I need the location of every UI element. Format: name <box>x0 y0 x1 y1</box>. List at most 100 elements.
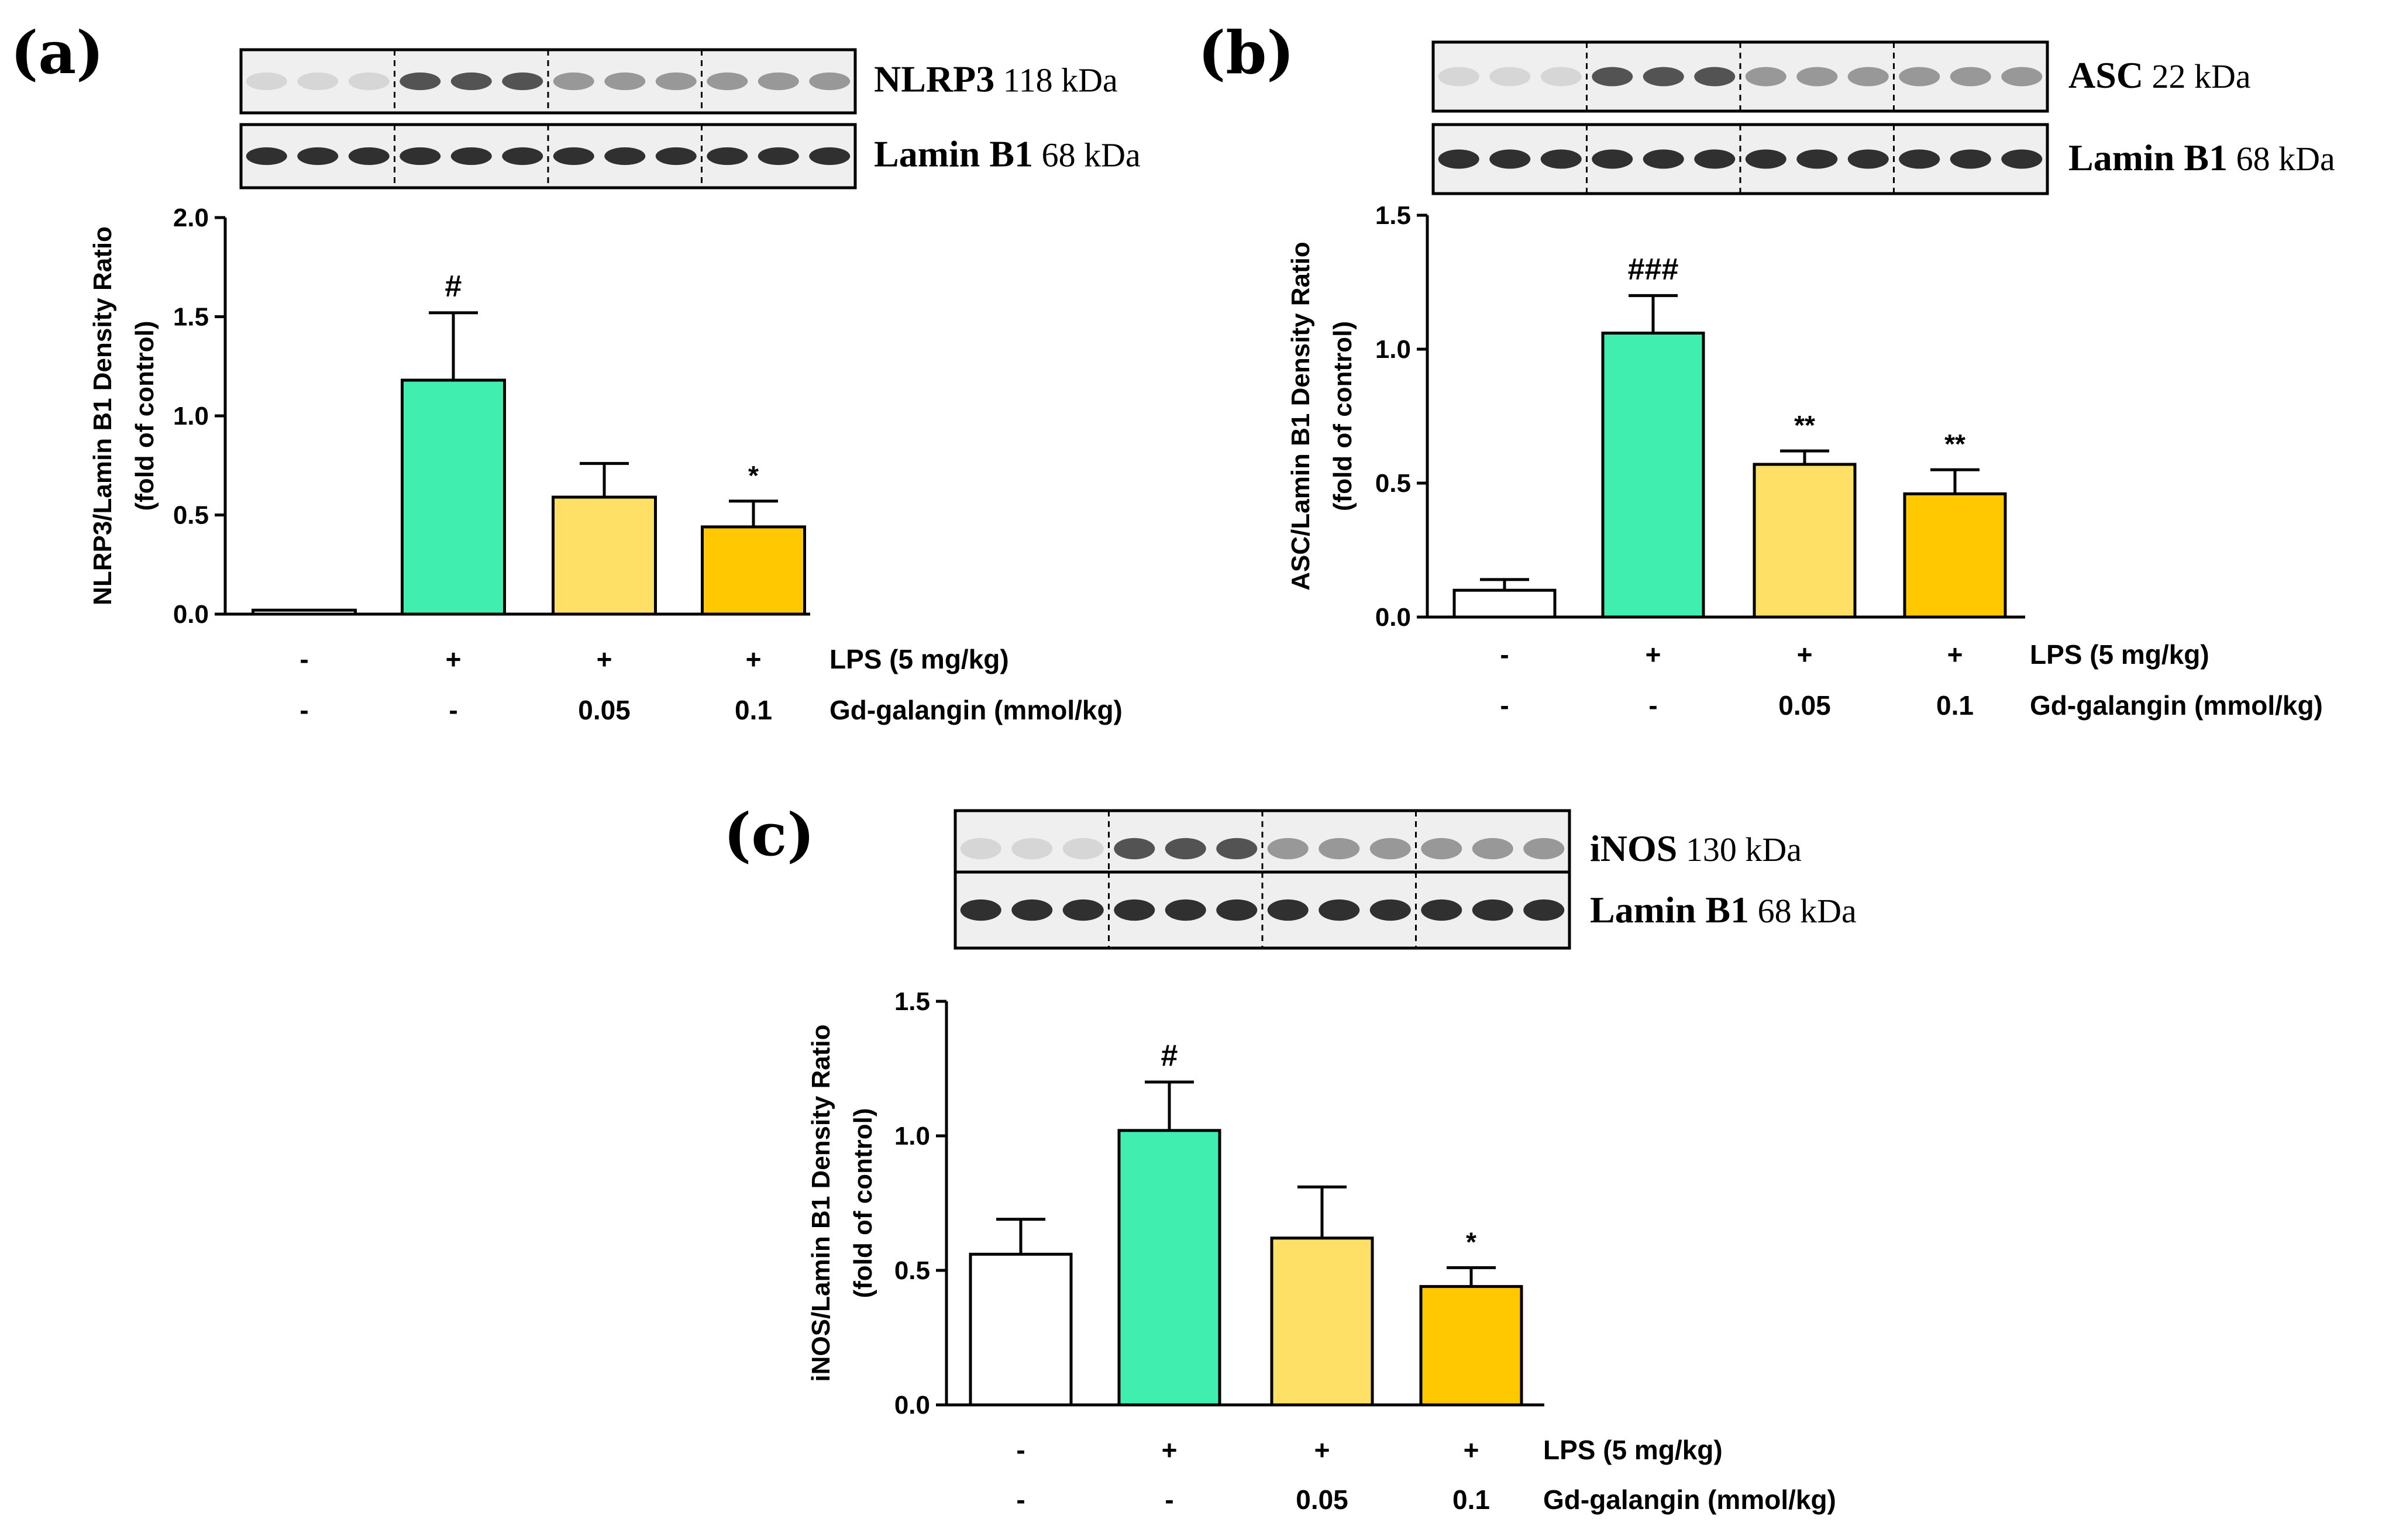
blot-band <box>1062 838 1104 860</box>
blot-band <box>1369 899 1411 921</box>
blot-band <box>1114 899 1155 921</box>
blot-band <box>809 72 851 91</box>
significance-marker: ** <box>1944 429 1965 459</box>
significance-marker: * <box>748 460 759 491</box>
blot-band <box>1847 149 1889 169</box>
blot-band <box>1267 838 1309 860</box>
significance-marker: * <box>1466 1227 1476 1257</box>
blot-band <box>1540 149 1582 169</box>
blot-band <box>297 72 339 91</box>
blot-band <box>1319 838 1360 860</box>
blot-band <box>450 72 492 91</box>
blot-band <box>960 838 1001 860</box>
blot-band <box>1523 899 1565 921</box>
blot-band <box>1011 899 1053 921</box>
treatment-value: 0.1 <box>1936 690 1974 721</box>
treatment-value: - <box>449 695 457 725</box>
y-axis-title: iNOS/Lamin B1 Density Ratio <box>807 1024 835 1381</box>
protein-size: 68 kDa <box>2228 140 2335 178</box>
bar <box>969 1252 1073 1407</box>
treatment-value: - <box>1016 1435 1025 1465</box>
protein-name: Lamin B1 <box>1590 889 1749 931</box>
blot-band <box>960 899 1001 921</box>
bar <box>401 378 506 616</box>
y-tick-label: 1.5 <box>1375 201 1411 230</box>
treatment-value: + <box>1797 639 1813 670</box>
blot-band <box>1489 149 1531 169</box>
y-tick-label: 1.5 <box>173 303 209 332</box>
bar <box>1270 1236 1374 1407</box>
panel-letter: (c) <box>724 800 815 869</box>
y-tick-label: 0.0 <box>894 1391 930 1420</box>
blot-band <box>1165 838 1206 860</box>
significance-marker: ** <box>1794 410 1815 440</box>
significance-marker: # <box>1161 1039 1178 1073</box>
blot-band <box>655 147 697 166</box>
loading-control-blot-image <box>953 870 1571 950</box>
blot-band <box>348 72 390 91</box>
blot-band <box>758 72 799 91</box>
blot-band <box>400 72 441 91</box>
blot-label: Lamin B1 68 kDa <box>1590 889 1857 931</box>
blot-band <box>1745 67 1786 87</box>
y-axis-title: ASC/Lamin B1 Density Ratio <box>1286 242 1315 591</box>
treatment-value: 0.05 <box>1296 1484 1348 1515</box>
y-axis-subtitle: (fold of control) <box>849 1108 877 1298</box>
treatment-value: + <box>1646 639 1661 670</box>
y-tick-label: 0.5 <box>1375 469 1411 498</box>
blot-band <box>1950 149 1991 169</box>
blot-band <box>1011 838 1053 860</box>
y-tick-label: 0.0 <box>173 600 209 629</box>
blot-band <box>1216 899 1258 921</box>
y-axis-title: NLRP3/Lamin B1 Density Ratio <box>88 226 117 605</box>
y-tick-label: 1.0 <box>894 1122 930 1150</box>
blot-band <box>604 147 646 166</box>
bar <box>1903 492 2007 619</box>
blot-band <box>1592 149 1633 169</box>
treatment-value: - <box>1500 639 1509 670</box>
protein-name: NLRP3 <box>874 58 994 99</box>
significance-marker: ### <box>1628 252 1679 286</box>
blot-band <box>1847 67 1889 87</box>
blot-band <box>1438 149 1479 169</box>
blot-band <box>1472 899 1513 921</box>
bar <box>1753 463 1857 619</box>
protein-size: 68 kDa <box>1749 892 1857 930</box>
protein-size: 130 kDa <box>1677 831 1802 869</box>
bar <box>252 608 357 616</box>
treatment-value: + <box>1314 1435 1330 1465</box>
protein-name: Lamin B1 <box>2068 137 2228 178</box>
treatment-label: Gd-galangin (mmol/kg) <box>1543 1484 1836 1515</box>
blot-band <box>553 72 594 91</box>
protein-size: 22 kDa <box>2143 57 2251 95</box>
blot-band <box>1643 67 1684 87</box>
protein-size: 118 kDa <box>994 61 1117 99</box>
blot-band <box>1472 838 1513 860</box>
treatment-value: 0.1 <box>1452 1484 1490 1515</box>
blot-band <box>1165 899 1206 921</box>
blot-band <box>1489 67 1531 87</box>
y-axis-subtitle: (fold of control) <box>130 321 159 511</box>
blot-band <box>2001 149 2043 169</box>
blot-band <box>1267 899 1309 921</box>
treatment-value: - <box>1165 1484 1173 1515</box>
treatment-value: - <box>1016 1484 1025 1515</box>
blot-band <box>1216 838 1258 860</box>
blot-label: ASC 22 kDa <box>2068 54 2251 96</box>
loading-control-blot-image <box>1431 123 2049 195</box>
bar <box>701 525 806 616</box>
blot-band <box>655 72 697 91</box>
blot-label: iNOS 130 kDa <box>1590 828 1802 869</box>
blot-band <box>1421 899 1462 921</box>
treatment-value: + <box>746 644 762 674</box>
y-tick-label: 1.0 <box>173 402 209 430</box>
treatment-value: 0.05 <box>1778 690 1831 721</box>
treatment-value: 0.05 <box>578 695 631 725</box>
treatment-label: LPS (5 mg/kg) <box>2030 639 2209 670</box>
target-blot-image <box>1431 40 2049 113</box>
blot-band <box>1796 149 1838 169</box>
blot-band <box>1369 838 1411 860</box>
treatment-value: - <box>1500 690 1509 721</box>
treatment-value: + <box>446 644 462 674</box>
